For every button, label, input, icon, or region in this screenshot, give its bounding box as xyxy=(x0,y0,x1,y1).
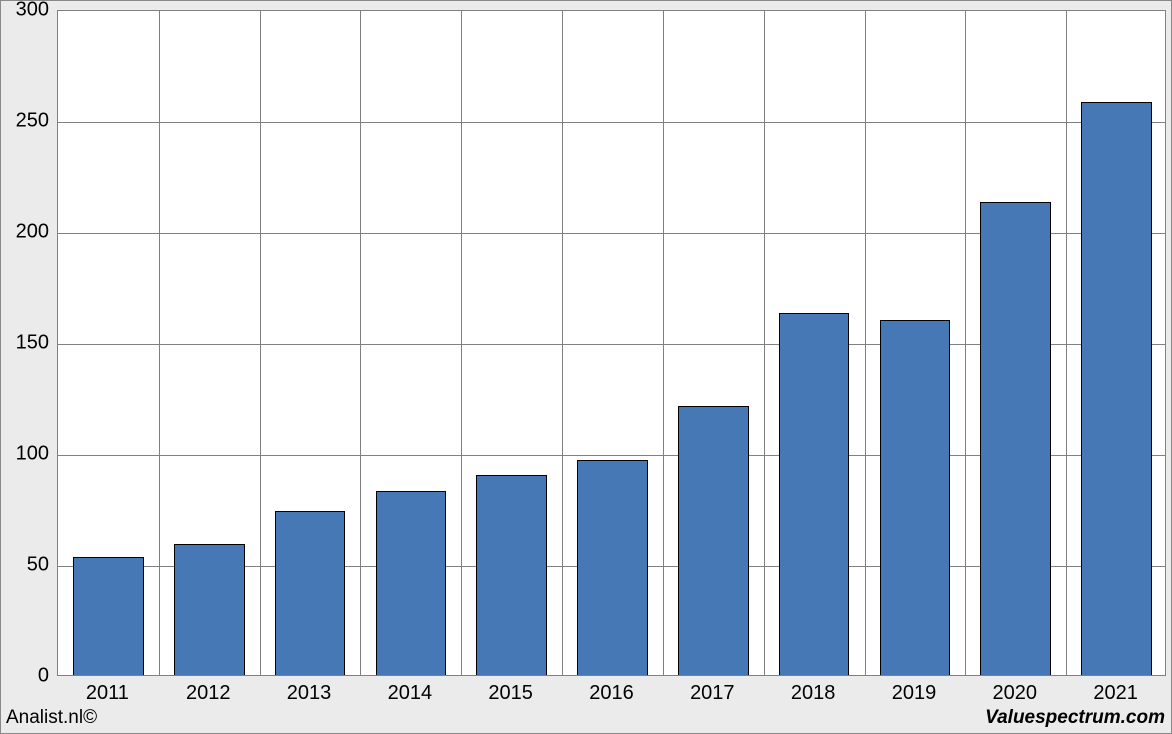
y-tick-label: 150 xyxy=(1,332,49,355)
y-tick-label: 300 xyxy=(1,0,49,22)
x-tick-label: 2016 xyxy=(589,682,634,705)
bar xyxy=(577,460,648,675)
x-tick-label: 2020 xyxy=(993,682,1038,705)
bar xyxy=(980,202,1051,675)
x-tick-label: 2017 xyxy=(690,682,735,705)
x-tick-label: 2018 xyxy=(791,682,836,705)
gridline-vertical xyxy=(360,11,361,675)
gridline-vertical xyxy=(965,11,966,675)
y-tick-label: 250 xyxy=(1,110,49,133)
bar xyxy=(1081,102,1152,675)
gridline-vertical xyxy=(663,11,664,675)
gridline-vertical xyxy=(260,11,261,675)
x-tick-label: 2015 xyxy=(488,682,533,705)
gridline-vertical xyxy=(1066,11,1067,675)
y-tick-label: 0 xyxy=(1,665,49,688)
gridline-horizontal xyxy=(58,122,1165,123)
gridline-vertical xyxy=(461,11,462,675)
bar xyxy=(678,406,749,675)
bar xyxy=(779,313,850,675)
bar xyxy=(476,475,547,675)
footer-credit-left: Analist.nl© xyxy=(6,707,97,729)
gridline-vertical xyxy=(764,11,765,675)
x-tick-label: 2014 xyxy=(388,682,433,705)
bar xyxy=(73,557,144,675)
x-tick-label: 2019 xyxy=(892,682,937,705)
gridline-vertical xyxy=(159,11,160,675)
footer-credit-right: Valuespectrum.com xyxy=(985,707,1165,729)
gridline-vertical xyxy=(562,11,563,675)
plot-area xyxy=(57,10,1166,676)
bar xyxy=(275,511,346,675)
x-tick-label: 2011 xyxy=(86,682,129,705)
bar xyxy=(174,544,245,675)
bar xyxy=(376,491,447,675)
x-tick-label: 2013 xyxy=(287,682,332,705)
gridline-vertical xyxy=(865,11,866,675)
y-tick-label: 200 xyxy=(1,221,49,244)
x-tick-label: 2012 xyxy=(186,682,231,705)
bar xyxy=(880,320,951,675)
x-tick-label: 2021 xyxy=(1093,682,1138,705)
y-tick-label: 100 xyxy=(1,443,49,466)
y-tick-label: 50 xyxy=(1,554,49,577)
chart-container: 0 50 100 150 200 250 300 2011 2012 2013 2014 2015 2… xyxy=(0,0,1172,734)
